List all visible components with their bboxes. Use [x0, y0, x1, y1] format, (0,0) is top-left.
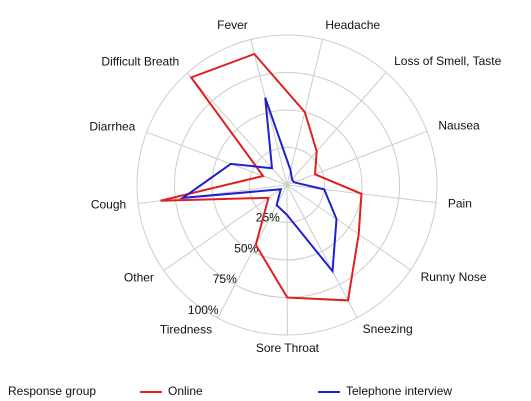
r-tick-label: 50% [234, 241, 258, 255]
category-label: Diarrhea [89, 119, 135, 133]
r-tick-label: 100% [188, 303, 219, 317]
category-label: Cough [91, 197, 126, 211]
category-label: Sore Throat [256, 341, 320, 355]
category-label: Tiredness [160, 323, 212, 337]
spoke [286, 72, 387, 186]
series-line [179, 97, 338, 274]
spoke [286, 130, 428, 186]
category-label: Difficult Breath [101, 55, 179, 69]
r-tick-label: 75% [213, 272, 237, 286]
legend-label: Telephone interview [346, 384, 452, 398]
legend-title: Response group [8, 384, 96, 398]
spoke [286, 184, 358, 318]
category-label: Sneezing [363, 322, 413, 336]
spoke [163, 184, 288, 271]
legend-label: Online [168, 384, 203, 398]
spoke [250, 39, 288, 186]
category-label: Other [124, 271, 154, 285]
spoke [217, 184, 288, 319]
category-label: Fever [217, 18, 248, 32]
spoke [146, 131, 288, 186]
spoke [186, 72, 288, 186]
spoke [286, 184, 411, 271]
category-label: Runny Nose [421, 270, 487, 284]
category-label: Headache [325, 18, 380, 32]
category-label: Loss of Smell, Taste [394, 54, 501, 68]
r-tick-label: 25% [256, 211, 280, 225]
category-label: Pain [448, 197, 472, 211]
series-line [160, 52, 363, 302]
category-label: Nausea [438, 119, 480, 133]
